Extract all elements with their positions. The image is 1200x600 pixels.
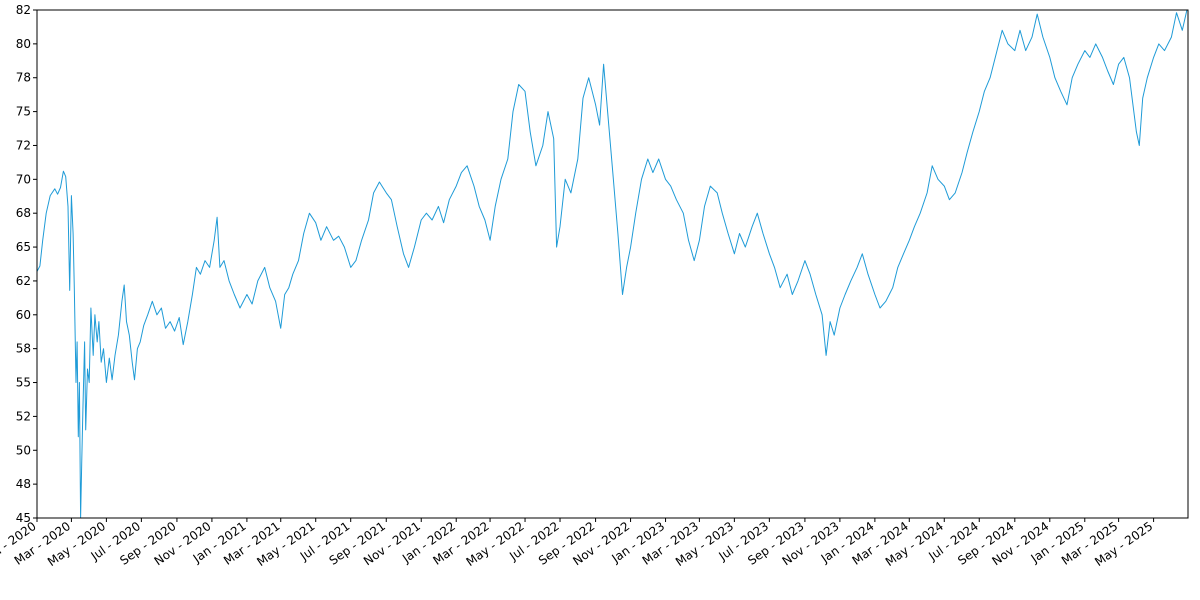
y-tick-label: 80 [16, 37, 31, 51]
y-tick-label: 68 [16, 206, 31, 220]
y-axis: 45 48 50 52 55 58 60 62 65 68 70 72 75 78 80 82 [16, 3, 37, 525]
y-tick-label: 78 [16, 71, 31, 85]
y-tick-label: 65 [16, 240, 31, 254]
y-tick-label: 45 [16, 511, 31, 525]
y-tick-label: 62 [16, 274, 31, 288]
y-tick-label: 60 [16, 308, 31, 322]
y-tick-label: 70 [16, 172, 31, 186]
y-tick-label: 58 [16, 342, 31, 356]
y-tick-label: 82 [16, 3, 31, 17]
axes-frame [36, 9, 1189, 519]
y-tick-label: 75 [16, 105, 31, 119]
series-line-0 [36, 9, 1188, 519]
plot-area [36, 9, 1188, 519]
y-tick-label: 50 [16, 443, 31, 457]
y-tick-label: 55 [16, 376, 31, 390]
y-tick-label: 52 [16, 409, 31, 423]
y-tick-label: 48 [16, 477, 31, 491]
y-tick-label: 72 [16, 138, 31, 152]
